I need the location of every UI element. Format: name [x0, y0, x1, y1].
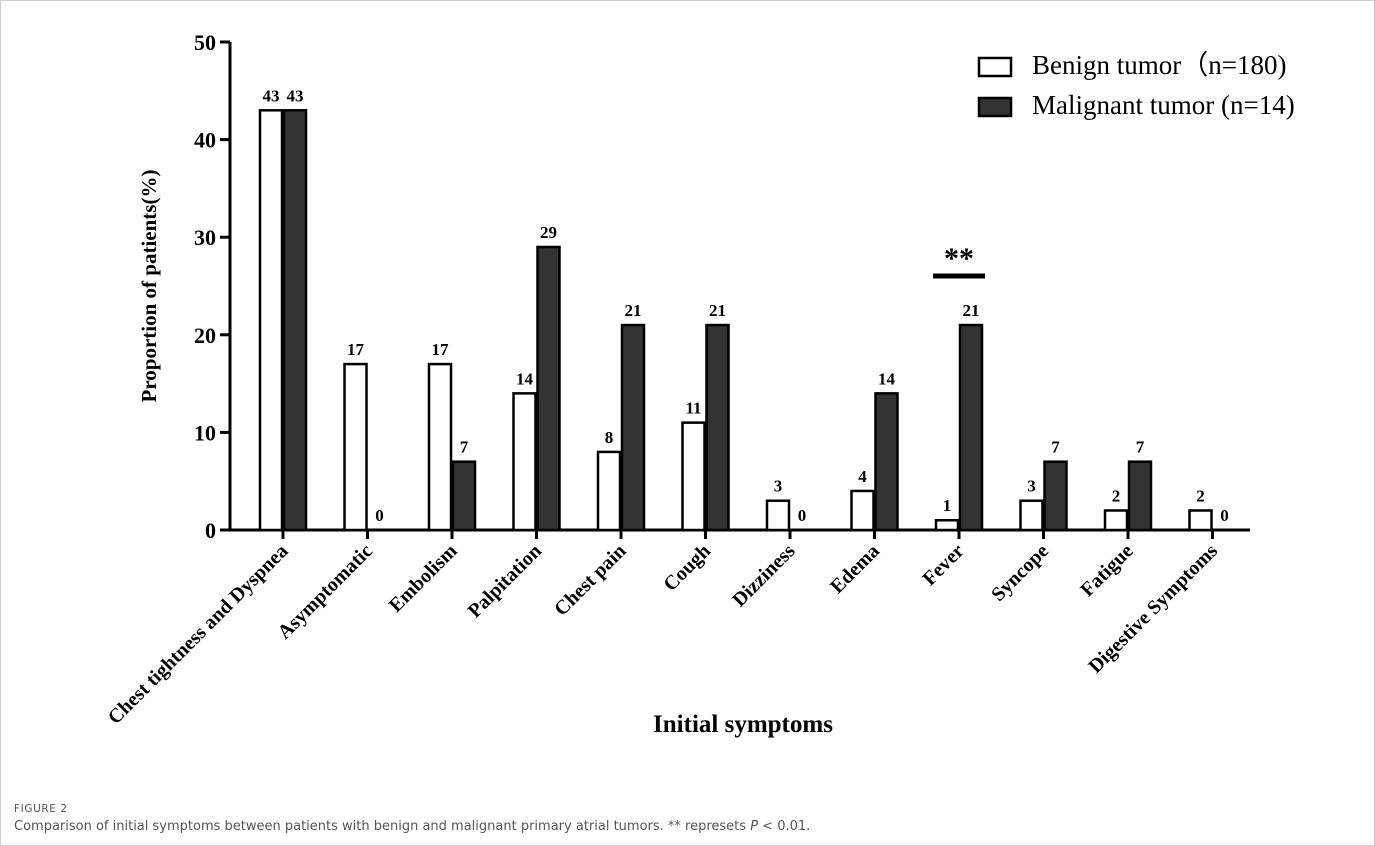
x-tick-label: Dizziness	[728, 540, 799, 611]
benign-bar	[681, 421, 706, 532]
x-tick-label: Fever	[918, 540, 968, 590]
x-tick-label: Syncope	[987, 540, 1053, 606]
x-tick-label: Chest pain	[550, 540, 630, 620]
malignant-bar	[282, 109, 308, 532]
malignant-value-label: 21	[963, 301, 980, 320]
benign-value-label: 8	[605, 428, 614, 447]
x-tick-label: Palpitation	[464, 540, 546, 622]
caption-label: FIGURE 2	[14, 803, 68, 815]
benign-bar	[1103, 509, 1129, 532]
benign-value-label: 2	[1196, 486, 1205, 505]
significance-label: **	[944, 242, 974, 275]
benign-bar	[343, 362, 368, 532]
y-tick-label: 20	[194, 323, 216, 348]
benign-value-label: 11	[685, 399, 701, 418]
y-tick-label: 50	[194, 30, 216, 55]
legend-swatch	[977, 56, 1013, 78]
benign-value-label: 17	[347, 340, 365, 359]
malignant-bar	[874, 392, 899, 532]
benign-bar	[427, 362, 453, 532]
x-tick-label: Embolism	[385, 540, 462, 617]
caption-text-before: Comparison of initial symptoms between p…	[14, 819, 751, 834]
malignant-value-label: 0	[375, 506, 384, 525]
x-tick-label: Cough	[659, 540, 715, 596]
benign-value-label: 4	[858, 467, 867, 486]
benign-bar	[850, 489, 875, 532]
figure-caption: FIGURE 2 Comparison of initial symptoms …	[14, 803, 1354, 834]
y-axis-label: Proportion of patients(%)	[137, 170, 161, 403]
malignant-value-label: 14	[878, 369, 896, 388]
benign-bar	[258, 109, 284, 532]
malignant-value-label: 21	[625, 301, 642, 320]
benign-bar	[1188, 509, 1213, 532]
legend-swatch	[977, 96, 1013, 118]
malignant-value-label: 29	[540, 223, 557, 242]
benign-bar	[512, 392, 537, 532]
benign-bar	[934, 518, 960, 532]
benign-value-label: 1	[943, 496, 952, 515]
y-tick-label: 0	[205, 518, 216, 543]
malignant-bar	[958, 323, 984, 532]
y-tick-label: 40	[194, 128, 216, 153]
malignant-value-label: 0	[798, 506, 807, 525]
benign-value-label: 43	[263, 86, 280, 105]
malignant-bar	[1127, 460, 1153, 532]
malignant-bar	[1043, 460, 1068, 532]
benign-value-label: 3	[1027, 477, 1036, 496]
malignant-bar	[451, 460, 477, 532]
benign-bar	[1019, 499, 1044, 532]
x-tick-label: Edema	[826, 540, 884, 598]
chart-legend: Benign tumor（n=180) Malignant tumor (n=14…	[977, 50, 1295, 120]
x-axis-label: Initial symptoms	[653, 711, 833, 738]
malignant-bar	[620, 323, 646, 532]
x-tick-label: Chest tightness and Dyspnea	[104, 540, 293, 729]
legend-label: Malignant tumor (n=14)	[1032, 90, 1295, 120]
benign-value-label: 2	[1112, 486, 1121, 505]
malignant-value-label: 7	[460, 438, 469, 457]
x-tick-label: Fatigue	[1076, 540, 1137, 601]
y-tick-label: 30	[194, 225, 216, 250]
caption-text-after: < 0.01.	[758, 819, 811, 834]
legend-label: Benign tumor（n=180)	[1032, 50, 1286, 80]
malignant-bar	[536, 245, 561, 532]
benign-bar	[596, 450, 622, 532]
benign-value-label: 3	[774, 477, 783, 496]
benign-value-label: 17	[432, 340, 450, 359]
benign-bar	[765, 499, 791, 532]
malignant-bar	[705, 323, 730, 532]
malignant-value-label: 7	[1051, 438, 1060, 457]
malignant-value-label: 21	[709, 301, 726, 320]
malignant-value-label: 0	[1220, 506, 1229, 525]
malignant-value-label: 43	[287, 86, 304, 105]
benign-value-label: 14	[516, 369, 534, 388]
malignant-value-label: 7	[1136, 438, 1145, 457]
y-tick-label: 10	[194, 420, 216, 445]
caption-text: Comparison of initial symptoms between p…	[14, 819, 1354, 834]
caption-p-symbol: P	[750, 819, 759, 834]
